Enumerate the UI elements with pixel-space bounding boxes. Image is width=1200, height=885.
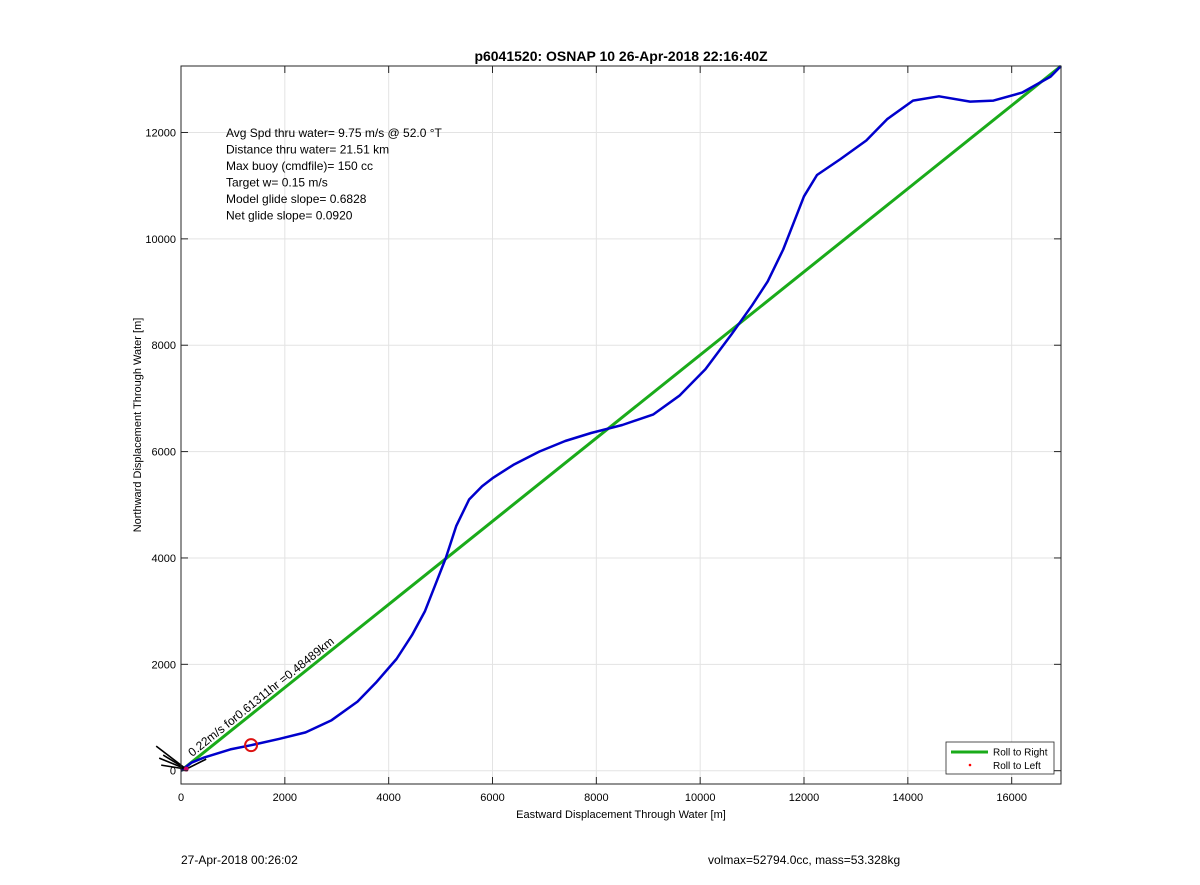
y-tick-label: 8000 — [152, 340, 176, 352]
x-tick-label: 2000 — [273, 792, 297, 804]
legend-left-label: Roll to Left — [993, 761, 1041, 772]
legend-left-marker — [968, 763, 972, 767]
x-tick-label: 6000 — [480, 792, 504, 804]
grid-lines — [180, 66, 1061, 784]
current-arrow — [162, 754, 187, 770]
track-line — [180, 65, 1062, 772]
legend-box — [945, 741, 1055, 775]
x-axis-label: Eastward Displacement Through Water [m] — [516, 809, 726, 821]
y-tick-label: 4000 — [152, 553, 176, 565]
tick-labels: 0 2000 4000 6000 8000 10000 12000 14000 16000 0 20… — [145, 66, 1061, 804]
axes-box — [180, 65, 1062, 785]
stats-line: Max buoy (cmdfile)= 150 cc — [226, 159, 373, 173]
current-label: 0.22m/s for0.61311hr =0.48489km — [185, 634, 336, 759]
roll-to-right-line — [180, 64, 1062, 772]
position-marker — [244, 738, 259, 753]
stats-line: Avg Spd thru water= 9.75 m/s @ 52.0 °T — [226, 126, 443, 140]
stats-line: Target w= 0.15 m/s — [226, 176, 328, 190]
stats-line: Model glide slope= 0.6828 — [226, 192, 367, 206]
x-tick-label: 8000 — [584, 792, 608, 804]
x-tick-label: 12000 — [789, 792, 820, 804]
y-tick-label: 10000 — [145, 234, 176, 246]
y-tick-label: 2000 — [152, 659, 176, 671]
legend: Roll to Right Roll to Left — [945, 741, 1055, 775]
current-arrow — [161, 764, 187, 770]
data-curves — [155, 64, 1062, 772]
chart-title: p6041520: OSNAP 10 26-Apr-2018 22:16:40Z — [474, 48, 768, 64]
footer-timestamp: 27-Apr-2018 00:26:02 — [181, 853, 298, 867]
x-tick-label: 16000 — [996, 792, 1027, 804]
y-tick-label: 12000 — [145, 127, 176, 139]
x-tick-label: 4000 — [376, 792, 400, 804]
footer-stats: volmax=52794.0cc, mass=53.328kg — [708, 853, 901, 867]
stats-line: Net glide slope= 0.0920 — [226, 209, 353, 223]
y-tick-label: 6000 — [152, 447, 176, 459]
stats-line: Distance thru water= 21.51 km — [226, 143, 389, 157]
y-tick-label: 0 — [170, 766, 176, 778]
x-tick-label: 10000 — [685, 792, 716, 804]
x-tick-label: 14000 — [893, 792, 924, 804]
stats-annotations: Avg Spd thru water= 9.75 m/s @ 52.0 °T Di… — [226, 126, 443, 223]
current-arrow — [185, 758, 207, 770]
legend-right-label: Roll to Right — [993, 748, 1048, 759]
x-tick-label: 0 — [178, 792, 184, 804]
y-axis-label: Northward Displacement Through Water [m] — [132, 318, 144, 533]
